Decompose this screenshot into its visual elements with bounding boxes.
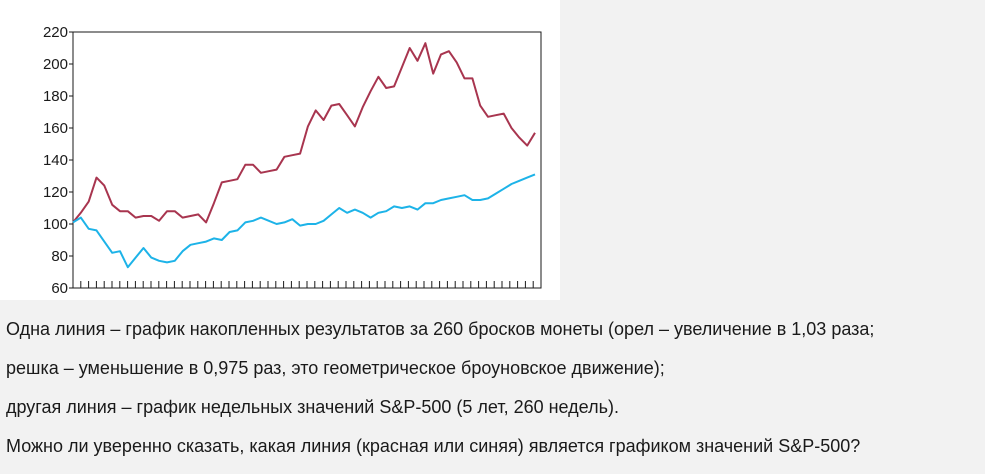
red-series-line	[72, 42, 536, 224]
y-tick-label: 180	[43, 88, 68, 105]
y-tick-label: 220	[43, 24, 68, 41]
series-layer	[72, 42, 536, 269]
blue-series-line	[72, 173, 536, 269]
y-tick-label: 80	[51, 248, 68, 265]
y-tick-label: 120	[43, 184, 68, 201]
line-chart: 60 80 100 120 140 160 180 200 220	[0, 0, 560, 300]
chart: 60 80 100 120 140 160 180 200 220	[0, 0, 560, 300]
question-line: Можно ли уверенно сказать, какая линия (…	[6, 436, 861, 456]
y-tick-label: 60	[51, 280, 68, 297]
y-tick-label: 200	[43, 56, 68, 73]
y-tick-label: 140	[43, 152, 68, 169]
description-line-3: другая линия – график недельных значений…	[6, 397, 619, 417]
description-line-2: решка – уменьшение в 0,975 раз, это геом…	[6, 358, 665, 378]
x-axis-ticks	[72, 281, 542, 288]
y-tick-label: 160	[43, 120, 68, 137]
y-tick-label: 100	[43, 216, 68, 233]
description-line-1: Одна линия – график накопленных результа…	[6, 319, 875, 339]
y-axis: 60 80 100 120 140 160 180 200 220	[43, 24, 73, 297]
